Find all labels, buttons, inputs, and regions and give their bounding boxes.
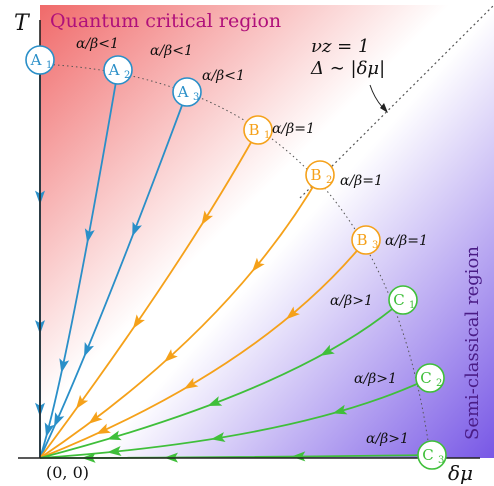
initial-point-circle — [417, 440, 447, 470]
y-axis-label: T — [14, 11, 31, 36]
initial-point-letter: A — [30, 51, 42, 69]
initial-point-subscript: 2 — [326, 175, 332, 186]
flow-arrow-c2-2 — [210, 432, 226, 442]
flow-arrow-b1-2 — [132, 314, 145, 329]
region-label-quantum: Quantum critical region — [50, 10, 281, 32]
initial-point-circle — [172, 77, 202, 107]
initial-point-subscript: 1 — [46, 60, 52, 71]
initial-point-letter: C — [420, 369, 431, 387]
initial-point-circle — [415, 363, 445, 393]
initial-point-subscript: 2 — [436, 378, 442, 389]
initial-point-subscript: 3 — [193, 92, 199, 103]
initial-point-letter: C — [393, 291, 404, 309]
crossover-line — [299, 4, 494, 199]
region-label-semiclassical: Semi-classical region — [462, 246, 483, 440]
flow-arrow-a3-2 — [84, 342, 95, 357]
initial-point-letter: A — [108, 61, 120, 79]
flow-arrow-c1-2 — [207, 396, 223, 406]
ratio-label-c2: α/β>1 — [354, 371, 397, 387]
flow-arrow-a2-1 — [84, 228, 95, 243]
flow-arrow-a3-3 — [54, 412, 65, 428]
flow-arrow-b3-2 — [183, 377, 199, 390]
initial-point-subscript: 3 — [372, 240, 378, 251]
initial-point-letter: B — [310, 166, 321, 184]
ratio-label-c1: α/β>1 — [330, 293, 373, 309]
flow-arrow-a3-1 — [132, 221, 142, 237]
initial-point-circle — [243, 115, 273, 145]
flow-arrow-b3-1 — [285, 306, 300, 320]
ratio-label-a1: α/β<1 — [76, 36, 119, 52]
x-axis-label: δμ — [448, 461, 473, 485]
initial-point-letter: A — [177, 83, 189, 101]
ratio-label-b1: α/β=1 — [272, 121, 315, 137]
initial-point-circle — [388, 285, 418, 315]
initial-point-subscript: 1 — [264, 130, 270, 141]
flow-arrow-b1-1 — [201, 210, 214, 226]
flow-arrow-a2-3 — [44, 422, 55, 438]
ratio-labels: α/β<1 α/β<1 α/β<1 α/β=1 α/β=1 α/β=1 α/β>1 α/β>1… — [76, 36, 428, 447]
annotation-line1: νz = 1 — [311, 36, 369, 57]
initial-point-circle — [305, 160, 335, 190]
initial-point-subscript: 1 — [409, 300, 415, 311]
origin-label: (0, 0) — [46, 463, 89, 482]
annotation-arrowhead — [380, 103, 388, 113]
initial-point-circle — [25, 45, 55, 75]
flow-arrow-b2-3 — [88, 411, 103, 424]
initial-point-circle — [351, 225, 381, 255]
annotation-line2: Δ ∼ |δμ| — [310, 58, 385, 79]
flow-arrow-c3-1 — [291, 451, 306, 462]
ratio-label-b3: α/β=1 — [385, 233, 428, 249]
flow-arrow-c1-1 — [320, 344, 335, 356]
initial-point-circle — [103, 55, 133, 85]
initial-point-subscript: 3 — [438, 455, 444, 466]
flow-arrow-c2-1 — [332, 404, 348, 415]
flow-arrow-b1-3 — [75, 394, 89, 410]
semi-classical-region — [40, 5, 494, 458]
initial-point-letter: C — [422, 446, 433, 464]
initial-point-letter: B — [356, 231, 367, 249]
flow-arrow-b2-2 — [164, 349, 178, 363]
initial-point-subscript: 2 — [124, 70, 130, 81]
flow-arrow-b2-1 — [251, 257, 265, 272]
ratio-label-a2: α/β<1 — [150, 43, 193, 59]
flow-arrow-a2-2 — [59, 358, 70, 374]
ratio-label-b2: α/β=1 — [340, 173, 383, 189]
flow-arrow-c1-3 — [106, 430, 122, 441]
flow-arrow-c2-3 — [107, 446, 122, 456]
initial-points: A 1 A 2A 3B 1B 2B 3C 1C 2C 3 — [25, 45, 447, 470]
flow-arrow-b3-3 — [96, 423, 111, 435]
ratio-label-c3: α/β>1 — [366, 431, 409, 447]
ratio-label-a3: α/β<1 — [202, 68, 245, 84]
initial-point-letter: B — [248, 121, 259, 139]
